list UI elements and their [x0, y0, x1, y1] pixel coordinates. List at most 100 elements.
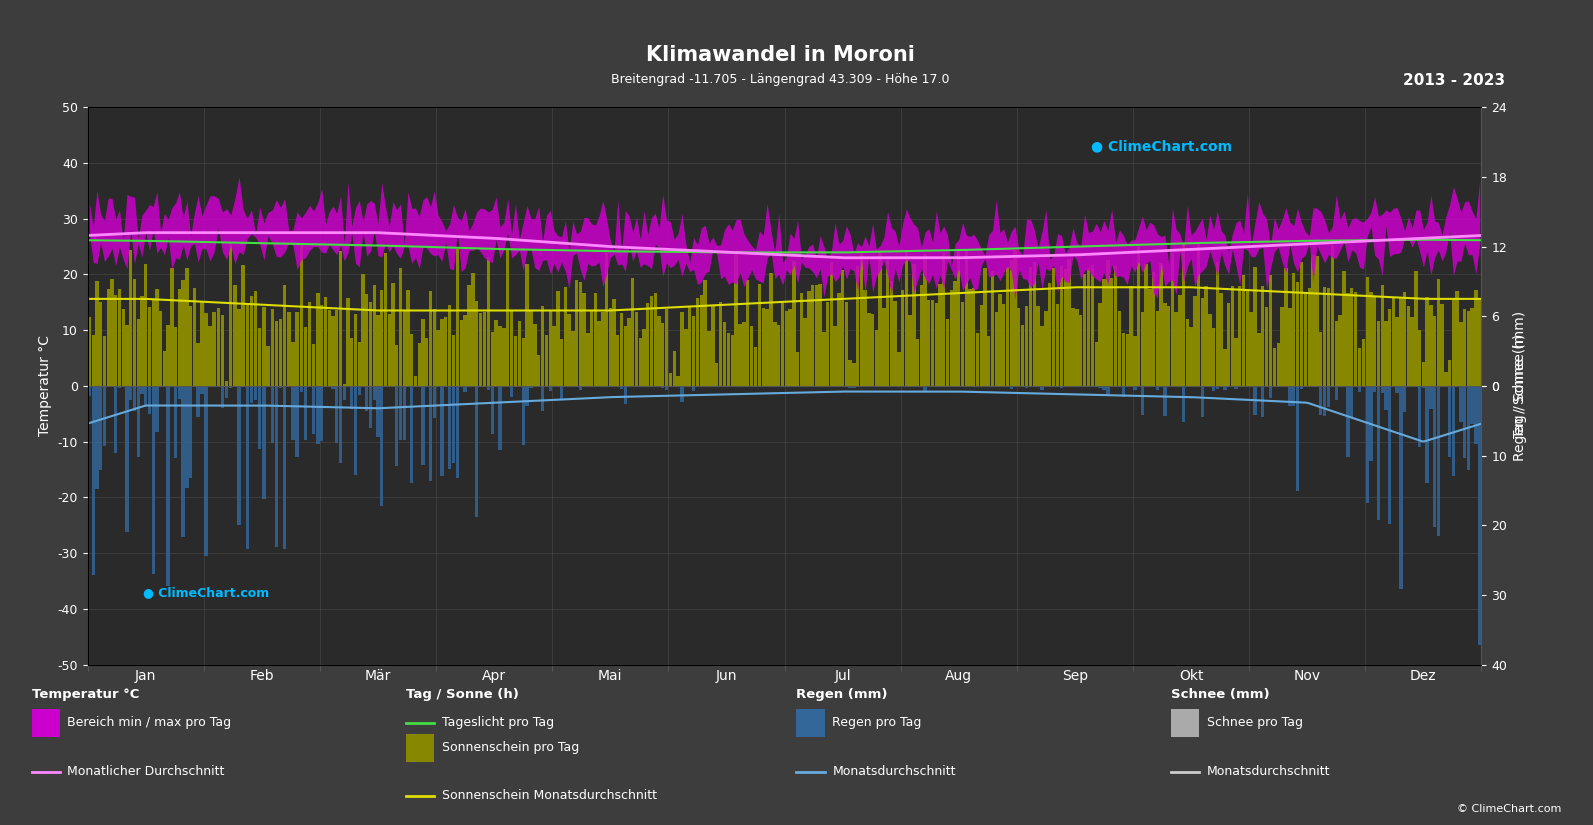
- Bar: [1144, 264, 1149, 386]
- Bar: [529, 310, 532, 386]
- Bar: [1168, 305, 1171, 386]
- Bar: [381, 290, 384, 386]
- Bar: [448, 386, 451, 469]
- Bar: [521, 338, 524, 386]
- Bar: [284, 285, 287, 386]
- Bar: [362, 386, 365, 387]
- Bar: [1467, 386, 1470, 470]
- Bar: [594, 293, 597, 386]
- Bar: [295, 386, 299, 457]
- Bar: [938, 284, 941, 386]
- Bar: [350, 338, 354, 386]
- Bar: [263, 386, 266, 499]
- Bar: [1059, 386, 1063, 389]
- Bar: [1357, 386, 1360, 392]
- Bar: [1384, 321, 1388, 386]
- Text: Sonnenschein pro Tag: Sonnenschein pro Tag: [443, 742, 580, 754]
- Bar: [688, 306, 691, 386]
- Bar: [583, 293, 586, 386]
- Bar: [1231, 285, 1235, 386]
- Bar: [1121, 333, 1125, 386]
- Bar: [1160, 263, 1163, 386]
- Bar: [1407, 305, 1410, 386]
- Bar: [1418, 331, 1421, 386]
- Bar: [875, 330, 878, 386]
- Bar: [121, 309, 124, 386]
- Bar: [696, 298, 699, 386]
- Bar: [204, 314, 207, 386]
- Bar: [253, 386, 258, 400]
- Bar: [507, 249, 510, 386]
- Bar: [841, 270, 844, 386]
- Bar: [1403, 292, 1407, 386]
- Bar: [833, 326, 836, 386]
- Bar: [104, 386, 107, 446]
- Bar: [229, 243, 233, 386]
- Bar: [521, 386, 524, 445]
- Y-axis label: Tag / Sonne (h): Tag / Sonne (h): [1513, 334, 1526, 438]
- Bar: [860, 386, 863, 387]
- Bar: [1032, 262, 1035, 386]
- Bar: [307, 302, 311, 386]
- Bar: [373, 285, 376, 386]
- Bar: [871, 314, 875, 386]
- Bar: [575, 280, 578, 386]
- Bar: [710, 306, 715, 386]
- Bar: [1474, 290, 1478, 386]
- Bar: [1215, 262, 1219, 386]
- Bar: [991, 271, 994, 386]
- Bar: [1319, 332, 1322, 386]
- Bar: [683, 328, 688, 386]
- Bar: [669, 374, 672, 386]
- Bar: [178, 289, 182, 386]
- Bar: [266, 386, 269, 387]
- Bar: [440, 319, 443, 386]
- Bar: [1056, 304, 1059, 386]
- Bar: [464, 314, 467, 386]
- Bar: [1141, 312, 1144, 386]
- Bar: [726, 333, 730, 386]
- Bar: [237, 386, 241, 525]
- Bar: [1207, 314, 1212, 386]
- Bar: [1292, 273, 1295, 386]
- Bar: [567, 314, 570, 386]
- Bar: [250, 386, 253, 403]
- Bar: [849, 386, 852, 389]
- Bar: [1470, 386, 1474, 424]
- Bar: [781, 303, 784, 386]
- Text: Temperatur °C: Temperatur °C: [32, 688, 139, 700]
- Bar: [110, 280, 113, 386]
- Bar: [623, 326, 628, 386]
- Bar: [822, 332, 825, 386]
- Bar: [429, 386, 432, 481]
- Bar: [1149, 386, 1152, 387]
- Bar: [464, 386, 467, 392]
- Text: © ClimeChart.com: © ClimeChart.com: [1458, 804, 1561, 813]
- Bar: [1099, 304, 1102, 386]
- Text: Schnee (mm): Schnee (mm): [1171, 688, 1270, 700]
- Bar: [467, 285, 470, 386]
- Bar: [1289, 386, 1292, 406]
- Bar: [1024, 386, 1027, 389]
- Bar: [155, 386, 159, 432]
- Bar: [1392, 298, 1395, 386]
- Bar: [1373, 386, 1376, 392]
- Bar: [499, 327, 502, 386]
- Bar: [537, 355, 540, 386]
- Bar: [502, 328, 505, 386]
- Bar: [170, 268, 174, 386]
- Bar: [1470, 309, 1474, 386]
- Bar: [1399, 298, 1402, 386]
- Bar: [1155, 311, 1160, 386]
- Bar: [680, 313, 683, 386]
- Bar: [1395, 317, 1399, 386]
- Bar: [190, 386, 193, 478]
- Bar: [886, 260, 889, 386]
- Bar: [271, 309, 274, 386]
- Bar: [376, 386, 379, 437]
- Bar: [1086, 268, 1090, 386]
- Bar: [1289, 308, 1292, 386]
- Bar: [1376, 386, 1380, 520]
- Bar: [758, 284, 761, 386]
- Bar: [1114, 266, 1117, 386]
